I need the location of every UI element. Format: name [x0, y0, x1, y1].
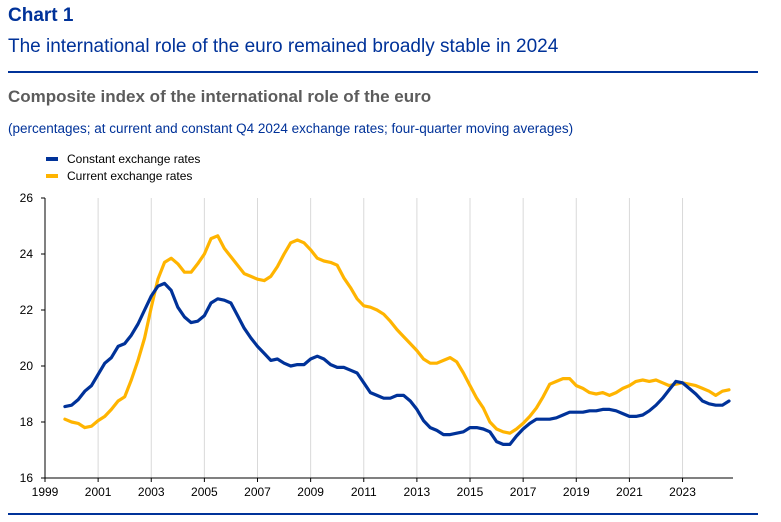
legend-label-constant: Constant exchange rates	[67, 151, 201, 166]
y-tick-label-22: 22	[20, 303, 34, 317]
chart-subtitle: Composite index of the international rol…	[8, 87, 432, 106]
legend-label-current: Current exchange rates	[67, 168, 193, 183]
y-tick-label-24: 24	[20, 247, 34, 261]
chart-headline: The international role of the euro remai…	[8, 36, 559, 57]
x-tick-label-2007: 2007	[244, 485, 271, 499]
series-line-constant	[63, 281, 731, 446]
chart-label: Chart 1	[8, 5, 74, 26]
x-tick-label-2015: 2015	[457, 485, 484, 499]
x-tick-label-2009: 2009	[297, 485, 324, 499]
x-tick-label-1999: 1999	[32, 485, 59, 499]
x-tick-label-2005: 2005	[191, 485, 218, 499]
y-tick-label-26: 26	[20, 191, 34, 205]
x-tick-label-2019: 2019	[563, 485, 590, 499]
x-tick-label-2001: 2001	[85, 485, 112, 499]
chart-units-note: (percentages; at current and constant Q4…	[8, 121, 574, 136]
series-line-current	[63, 234, 731, 435]
y-tick-label-16: 16	[20, 471, 34, 485]
x-tick-label-2011: 2011	[351, 485, 377, 499]
legend-swatch-current	[46, 173, 58, 178]
legend-swatch-constant	[46, 156, 58, 161]
chart-legend: Constant exchange rates Current exchange…	[46, 150, 200, 184]
top-rule	[8, 71, 758, 73]
x-tick-label-2023: 2023	[669, 485, 696, 499]
x-tick-label-2017: 2017	[510, 485, 537, 499]
x-tick-label-2021: 2021	[616, 485, 643, 499]
legend-item-constant: Constant exchange rates	[46, 150, 200, 167]
y-tick-label-18: 18	[20, 415, 34, 429]
bottom-rule	[8, 513, 758, 515]
x-tick-label-2003: 2003	[138, 485, 165, 499]
legend-item-current: Current exchange rates	[46, 167, 200, 184]
x-tick-label-2013: 2013	[404, 485, 431, 499]
y-tick-label-20: 20	[20, 359, 34, 373]
